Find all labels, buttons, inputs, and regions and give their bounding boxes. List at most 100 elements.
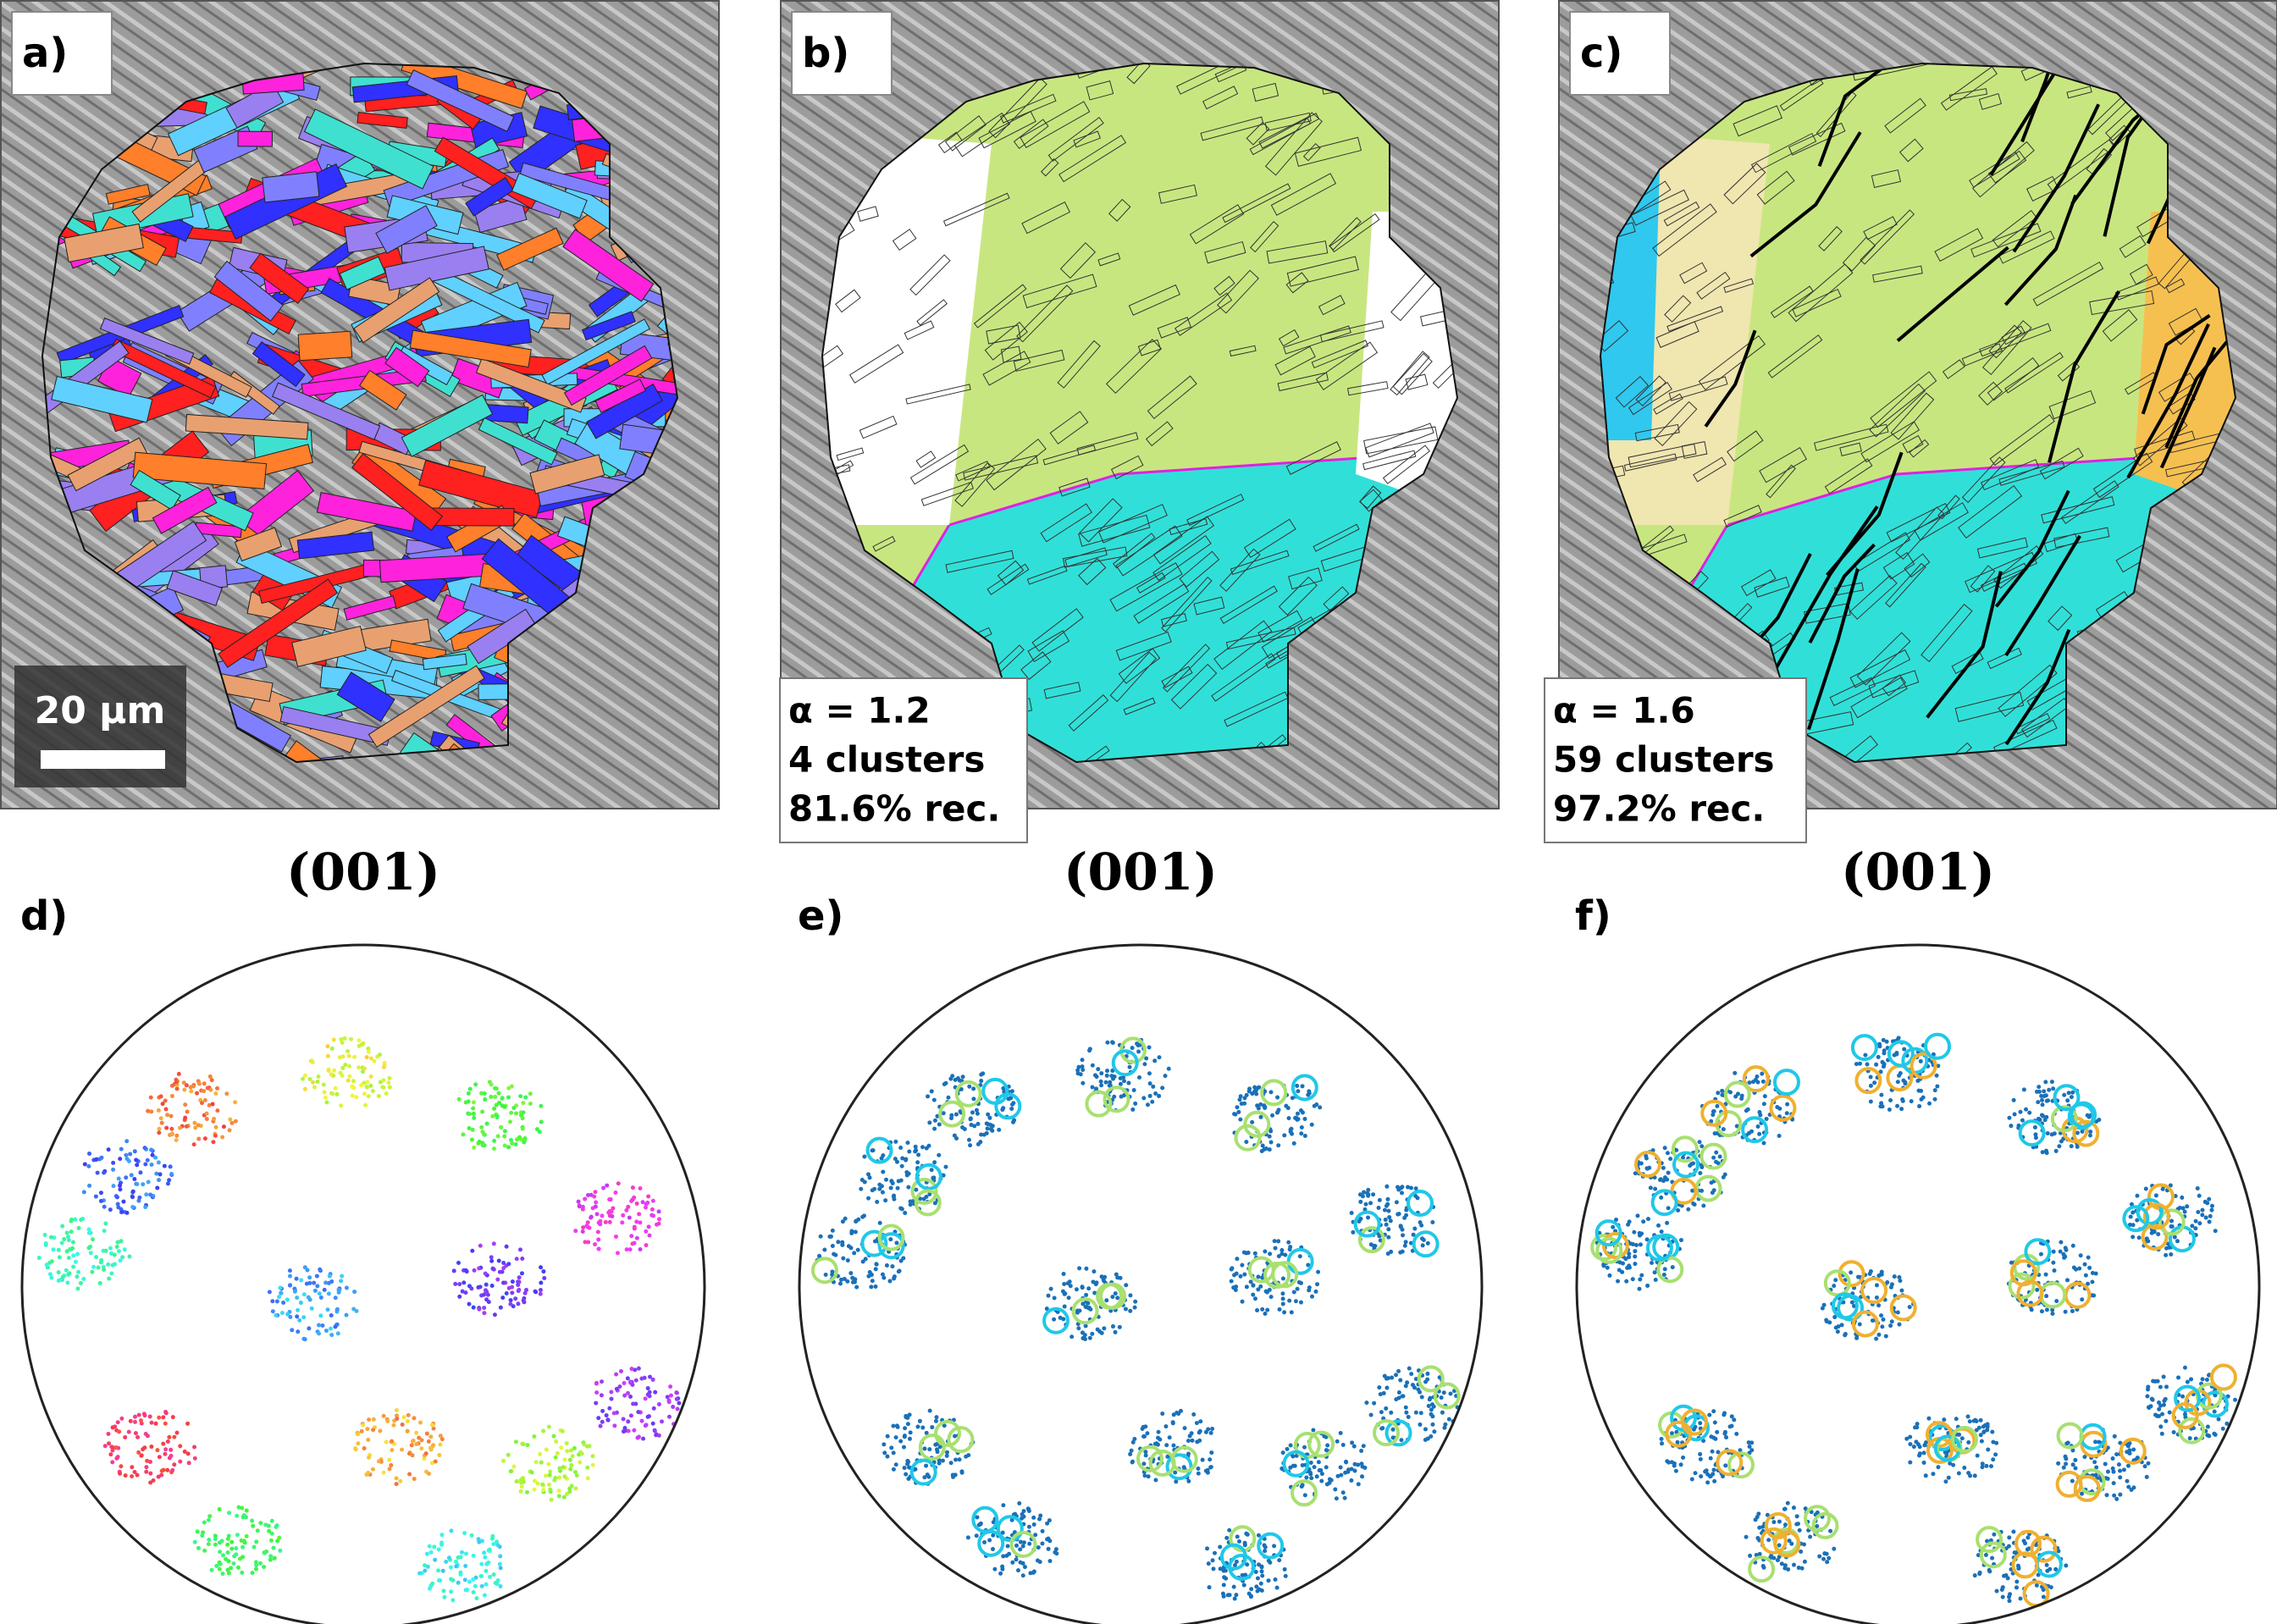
orientation-dot	[1151, 1084, 1156, 1089]
grain-lath	[297, 330, 353, 362]
orientation-dot	[477, 1266, 482, 1271]
orientation-dot	[1932, 1096, 1937, 1102]
orientation-dot	[118, 1187, 123, 1192]
orientation-dot	[1652, 1270, 1657, 1275]
orientation-dot	[569, 1483, 574, 1489]
sub-boundary	[1243, 518, 1296, 559]
sub-boundary	[1026, 565, 1068, 585]
orientation-dot	[1419, 1223, 1424, 1228]
cluster-ring	[1271, 1261, 1299, 1289]
orientation-dot	[1163, 1074, 1168, 1079]
orientation-dot	[896, 1269, 901, 1274]
orientation-dot	[609, 1389, 614, 1395]
orientation-dot	[1300, 1462, 1305, 1467]
orientation-dot	[1876, 1054, 1881, 1059]
orientation-dot	[2027, 1110, 2032, 1115]
orientation-dot	[254, 1563, 259, 1568]
orientation-dot	[517, 1247, 522, 1252]
orientation-dot	[1658, 1178, 1663, 1183]
orientation-dot	[417, 1571, 423, 1576]
orientation-dot	[1052, 1295, 1057, 1301]
orientation-dot	[192, 1444, 197, 1450]
orientation-dot	[600, 1213, 605, 1218]
orientation-dot	[1808, 1534, 1813, 1539]
orientation-dot	[419, 1446, 424, 1451]
orientation-dot	[1707, 1412, 1712, 1417]
orientation-dot	[356, 1065, 362, 1070]
orientation-dot	[278, 1548, 283, 1553]
orientation-dot	[870, 1279, 875, 1284]
orientation-dot	[66, 1238, 71, 1243]
sub-boundary	[2047, 139, 2115, 193]
orientation-dot	[553, 1455, 558, 1460]
orientation-dot	[968, 1143, 973, 1148]
orientation-dot	[1908, 1434, 1913, 1439]
orientation-dot	[463, 1564, 468, 1569]
pole-title: (001)	[286, 843, 440, 903]
orientation-dot	[870, 1188, 875, 1193]
orientation-dot	[107, 1276, 112, 1281]
sub-boundary	[1885, 562, 1926, 608]
orientation-dot	[830, 1272, 835, 1277]
orientation-dot	[1400, 1185, 1405, 1190]
orientation-dot	[102, 1204, 107, 1209]
orientation-dot	[610, 1214, 615, 1219]
orientation-dot	[933, 1442, 938, 1447]
orientation-dot	[515, 1137, 520, 1142]
orientation-dot	[2167, 1410, 2172, 1415]
orientation-dot	[2212, 1409, 2217, 1414]
sub-boundary	[973, 284, 1027, 329]
sub-boundary	[937, 131, 963, 154]
orientation-dot	[1286, 1240, 1291, 1245]
orientation-dot	[390, 1448, 395, 1453]
orientation-dot	[979, 1072, 984, 1077]
orientation-dot	[1386, 1235, 1391, 1240]
orientation-dot	[968, 1116, 973, 1121]
orientation-dot	[1198, 1419, 1203, 1424]
orientation-dot	[516, 1301, 521, 1306]
sub-boundary	[1161, 666, 1193, 688]
orientation-dot	[118, 1471, 123, 1476]
orientation-dot	[285, 1297, 290, 1302]
orientation-dot	[1399, 1190, 1404, 1196]
orientation-dot	[322, 1090, 327, 1095]
orientation-dot	[1235, 1105, 1240, 1110]
orientation-dot	[510, 1284, 515, 1290]
orientation-dot	[855, 1247, 860, 1252]
orientation-dot	[2156, 1232, 2161, 1237]
orientation-dot	[114, 1456, 119, 1461]
orientation-dot	[620, 1220, 625, 1225]
orientation-dot	[1118, 1081, 1123, 1086]
orientation-dot	[477, 1139, 482, 1144]
sub-boundary	[1921, 604, 1973, 663]
orientation-dot	[227, 1511, 232, 1516]
grain-lath	[582, 311, 636, 341]
orientation-dot	[1167, 1435, 1172, 1440]
orientation-dot	[1423, 1438, 1428, 1443]
orientation-dot	[1263, 1106, 1268, 1111]
orientation-dot	[1110, 1041, 1115, 1046]
orientation-dot	[394, 1482, 399, 1487]
orientation-dot	[1267, 1147, 1272, 1152]
orientation-dot	[904, 1472, 909, 1477]
orientation-dot	[934, 1415, 939, 1420]
orientation-dot	[440, 1568, 445, 1573]
sub-boundary	[1987, 150, 2027, 184]
orientation-dot	[91, 1264, 97, 1269]
sub-boundary	[1021, 202, 1070, 235]
orientation-dot	[888, 1185, 893, 1190]
orientation-dot	[185, 1451, 191, 1456]
orientation-dot	[138, 1170, 143, 1175]
orientation-dot	[880, 1190, 885, 1195]
orientation-dot	[362, 1066, 367, 1071]
sub-boundary	[1286, 256, 1359, 287]
orientation-dot	[108, 1246, 113, 1251]
orientation-dot	[1653, 1277, 1658, 1282]
orientation-dot	[96, 1265, 101, 1270]
orientation-dot	[142, 1146, 147, 1151]
sub-boundary	[1329, 213, 1380, 253]
orientation-dot	[2200, 1212, 2205, 1218]
orientation-dot	[898, 1145, 904, 1150]
orientation-dot	[892, 1274, 897, 1279]
orientation-dot	[1720, 1088, 1725, 1093]
